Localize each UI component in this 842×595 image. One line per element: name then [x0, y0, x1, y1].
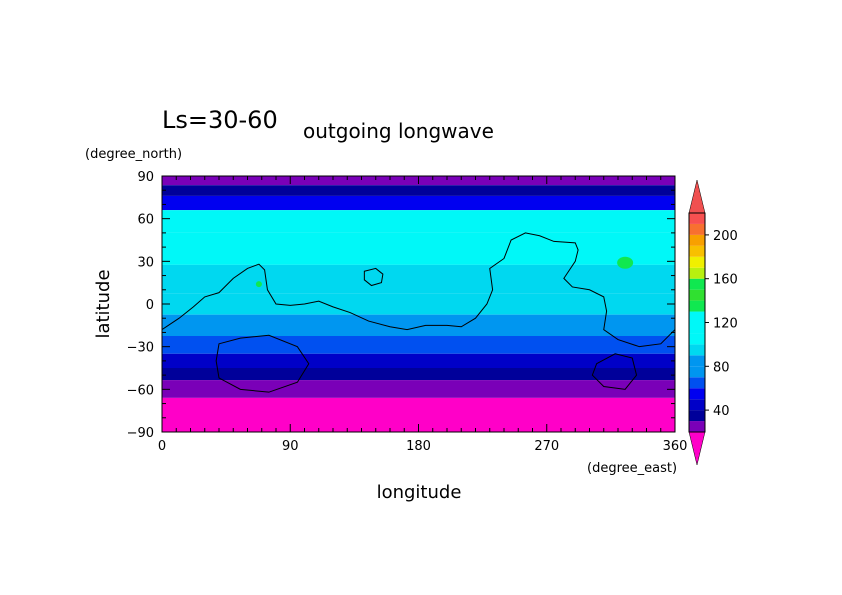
colorbar-segment: [689, 267, 705, 279]
field-band: [162, 195, 675, 211]
colorbar-under-arrow: [688, 431, 706, 466]
colorbar-segment: [689, 213, 705, 224]
colorbar-segment: [689, 245, 705, 257]
colorbar-over-arrow: [688, 179, 706, 214]
colorbar: 40 80 120 160 200: [688, 179, 738, 466]
field-band: [162, 210, 675, 233]
colorbar-segment: [689, 223, 705, 235]
contour-loop: [591, 353, 638, 390]
colorbar-segment: [689, 388, 705, 400]
x-axis-label: longitude: [377, 482, 462, 503]
y-axis-label: latitude: [93, 269, 114, 338]
colorbar-segment: [689, 300, 705, 312]
colorbar-segment: [689, 333, 705, 345]
colorbar-segment: [689, 234, 705, 246]
field-band: [162, 368, 675, 381]
heatmap-field: [162, 176, 675, 432]
colorbar-segment: [689, 311, 705, 323]
colorbar-segment: [689, 355, 705, 367]
field-band: [162, 336, 675, 354]
colorbar-tick-label: 120: [713, 317, 738, 332]
y-tick-label: −90: [127, 426, 154, 441]
x-tick-label: 180: [406, 439, 431, 454]
y-tick-label: 0: [146, 298, 154, 313]
x-tick-label: 90: [282, 439, 299, 454]
y-units-label: (degree_north): [85, 147, 182, 162]
colorbar-segment: [689, 322, 705, 334]
colorbar-segment: [689, 289, 705, 301]
y-tick-label: 30: [137, 255, 154, 270]
field-band: [162, 232, 675, 265]
topography-contours: [162, 232, 675, 393]
contour-loop: [363, 267, 384, 287]
chart-subtitle: outgoing longwave: [303, 119, 494, 143]
x-tick-label: 270: [534, 439, 559, 454]
colorbar-tick-label: 200: [713, 229, 738, 244]
colorbar-segment: [689, 421, 705, 432]
colorbar-segment: [689, 278, 705, 290]
colorbar-segment: [689, 377, 705, 389]
field-local-max: [255, 281, 262, 288]
y-tick-label: 90: [137, 170, 154, 185]
field-band: [162, 293, 675, 315]
chart-title: Ls=30-60: [162, 106, 278, 134]
field-band: [162, 353, 675, 368]
contour-line: [162, 232, 675, 348]
field-band: [162, 314, 675, 336]
colorbar-segment: [689, 366, 705, 378]
contour-loop: [215, 334, 310, 393]
colorbar-segment: [689, 256, 705, 268]
x-axis-ticks: 0 90 180 270 360: [158, 176, 688, 454]
field-band: [162, 264, 675, 294]
colorbar-segment: [689, 399, 705, 411]
colorbar-tick-label: 80: [713, 360, 730, 375]
x-tick-label: 360: [663, 439, 688, 454]
y-tick-label: −30: [127, 341, 154, 356]
colorbar-segment: [689, 344, 705, 356]
y-tick-label: −60: [127, 383, 154, 398]
field-band: [162, 185, 675, 196]
x-units-label: (degree_east): [587, 461, 677, 476]
colorbar-tick-label: 40: [713, 404, 730, 419]
field-local-max: [617, 256, 634, 269]
colorbar-tick-label: 160: [713, 273, 738, 288]
colorbar-segment: [689, 410, 705, 422]
x-tick-label: 0: [158, 439, 166, 454]
y-axis-ticks: 90 60 30 0 −30 −60 −90: [127, 170, 675, 441]
y-tick-label: 60: [137, 213, 154, 228]
